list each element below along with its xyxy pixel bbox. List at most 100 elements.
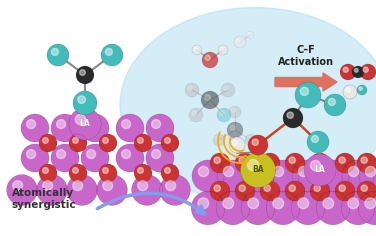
Circle shape xyxy=(192,45,202,55)
FancyArrowPatch shape xyxy=(97,193,205,214)
Circle shape xyxy=(202,52,218,68)
Circle shape xyxy=(69,134,87,152)
Circle shape xyxy=(214,185,220,191)
Circle shape xyxy=(343,85,357,99)
Circle shape xyxy=(324,94,346,116)
Circle shape xyxy=(194,47,197,50)
Circle shape xyxy=(218,45,228,55)
Circle shape xyxy=(359,160,376,192)
Circle shape xyxy=(352,66,364,78)
Circle shape xyxy=(241,191,275,225)
Circle shape xyxy=(230,125,235,130)
Circle shape xyxy=(210,153,230,173)
Text: LA: LA xyxy=(80,119,90,128)
Circle shape xyxy=(165,168,170,173)
Circle shape xyxy=(361,157,367,163)
Circle shape xyxy=(205,95,210,100)
Circle shape xyxy=(103,181,113,191)
Circle shape xyxy=(57,150,65,159)
Circle shape xyxy=(239,185,246,191)
Circle shape xyxy=(266,191,300,225)
Circle shape xyxy=(240,152,276,188)
Circle shape xyxy=(298,198,309,209)
Circle shape xyxy=(289,185,296,191)
Circle shape xyxy=(101,44,123,66)
Circle shape xyxy=(245,134,257,146)
Circle shape xyxy=(134,164,152,182)
Circle shape xyxy=(138,168,143,173)
Circle shape xyxy=(216,191,250,225)
Circle shape xyxy=(69,108,101,140)
Circle shape xyxy=(116,114,144,142)
Circle shape xyxy=(316,191,350,225)
Circle shape xyxy=(86,150,96,159)
Circle shape xyxy=(273,198,284,209)
Circle shape xyxy=(76,66,94,84)
Circle shape xyxy=(323,198,334,209)
Circle shape xyxy=(300,87,309,96)
Circle shape xyxy=(260,153,280,173)
Circle shape xyxy=(358,191,376,225)
Circle shape xyxy=(52,48,58,55)
Circle shape xyxy=(335,181,355,201)
Circle shape xyxy=(227,122,243,138)
Circle shape xyxy=(237,38,240,42)
Circle shape xyxy=(285,153,305,173)
Circle shape xyxy=(51,114,79,142)
Circle shape xyxy=(103,138,108,143)
Circle shape xyxy=(360,64,376,80)
Circle shape xyxy=(134,134,152,152)
Circle shape xyxy=(201,91,219,109)
Circle shape xyxy=(287,112,293,118)
Circle shape xyxy=(217,160,249,192)
Circle shape xyxy=(357,153,376,173)
Circle shape xyxy=(343,67,348,72)
Circle shape xyxy=(341,191,375,225)
Circle shape xyxy=(339,157,346,163)
Circle shape xyxy=(307,131,329,153)
Circle shape xyxy=(264,157,270,163)
Circle shape xyxy=(335,153,355,173)
Circle shape xyxy=(314,157,320,163)
Circle shape xyxy=(234,36,246,48)
Circle shape xyxy=(39,164,57,182)
Circle shape xyxy=(205,55,210,60)
Circle shape xyxy=(199,166,209,177)
Circle shape xyxy=(232,140,237,145)
Circle shape xyxy=(97,175,127,205)
Text: BA: BA xyxy=(252,165,264,174)
Circle shape xyxy=(310,181,330,201)
Circle shape xyxy=(304,154,336,186)
Circle shape xyxy=(191,191,225,225)
Circle shape xyxy=(121,120,130,129)
Circle shape xyxy=(81,114,109,142)
Circle shape xyxy=(99,134,117,152)
Circle shape xyxy=(189,108,203,122)
Circle shape xyxy=(224,86,228,90)
Circle shape xyxy=(365,198,376,209)
Circle shape xyxy=(231,108,235,112)
Circle shape xyxy=(42,138,49,143)
Circle shape xyxy=(311,135,318,143)
Circle shape xyxy=(80,70,85,75)
Circle shape xyxy=(152,150,161,159)
Circle shape xyxy=(121,150,130,159)
Circle shape xyxy=(36,175,67,205)
Circle shape xyxy=(223,198,233,209)
Circle shape xyxy=(75,114,86,125)
Circle shape xyxy=(103,168,108,173)
Circle shape xyxy=(363,67,368,72)
Circle shape xyxy=(349,166,359,177)
Circle shape xyxy=(247,160,259,171)
Circle shape xyxy=(248,33,250,35)
Circle shape xyxy=(214,157,220,163)
Circle shape xyxy=(239,157,246,163)
Circle shape xyxy=(215,136,219,140)
Circle shape xyxy=(166,181,176,191)
Circle shape xyxy=(78,96,85,103)
Circle shape xyxy=(39,134,57,152)
Circle shape xyxy=(99,164,117,182)
Circle shape xyxy=(67,175,97,205)
Circle shape xyxy=(152,120,161,129)
Circle shape xyxy=(317,160,349,192)
